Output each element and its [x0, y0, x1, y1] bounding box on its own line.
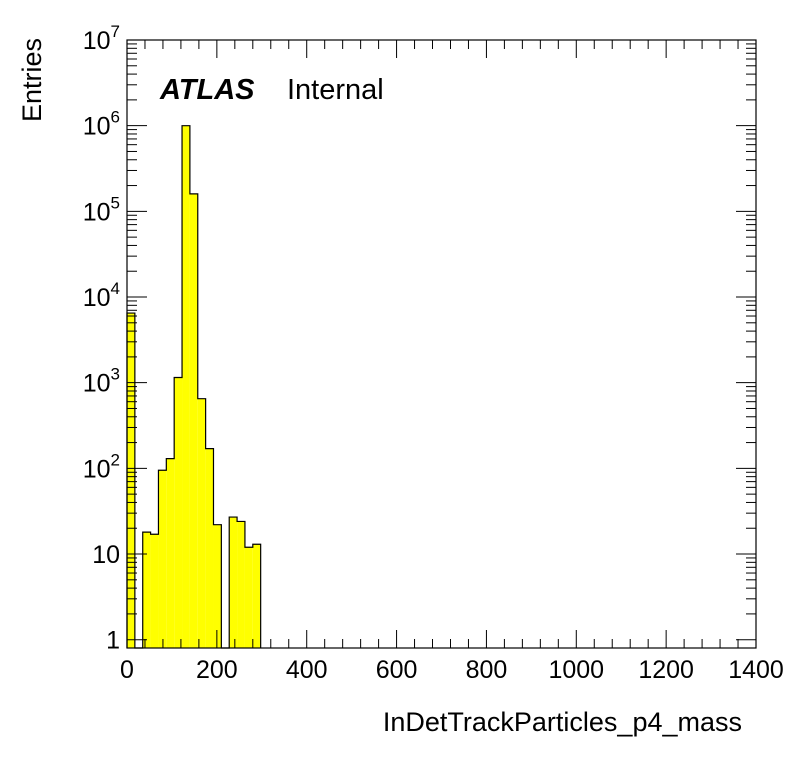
histogram-bar	[244, 547, 253, 648]
histogram-bar	[150, 534, 159, 648]
histogram-bar	[174, 377, 183, 648]
histogram-bar	[237, 521, 245, 648]
x-tick-label: 1000	[548, 656, 604, 684]
y-axis-title: Entries	[17, 38, 47, 122]
histogram-bar	[166, 458, 175, 648]
histogram-bar	[189, 193, 198, 649]
plot-frame	[126, 39, 757, 649]
x-tick-label: 800	[466, 656, 508, 684]
y-tick-label: 103	[83, 365, 120, 398]
y-tick-label: 104	[83, 279, 120, 312]
histogram-outline	[126, 125, 262, 649]
x-tick-label: 400	[286, 656, 328, 684]
x-tick-label: 1200	[638, 656, 694, 684]
axis-ticks	[126, 39, 757, 648]
x-tick-label: 1400	[728, 656, 784, 684]
y-tick-label: 10	[92, 541, 120, 569]
y-tick-labels: 1 10 102 103 104 105 106 107	[83, 22, 120, 655]
x-axis-title: InDetTrackParticles_p4_mass	[383, 707, 742, 737]
y-tick-label: 105	[83, 193, 120, 226]
x-tick-label: 600	[376, 656, 418, 684]
histogram-bar	[142, 532, 151, 648]
histogram-bar	[158, 470, 167, 648]
atlas-label: ATLAS	[159, 74, 255, 106]
y-tick-label: 107	[83, 22, 120, 55]
histogram-bar	[252, 544, 261, 648]
y-tick-label: 102	[83, 450, 120, 483]
internal-label: Internal	[287, 74, 384, 106]
histogram-bar	[229, 517, 238, 648]
histogram-bar	[205, 448, 214, 648]
histogram-bar	[197, 398, 206, 648]
x-tick-label: 0	[120, 656, 134, 684]
y-tick-label: 106	[83, 108, 120, 141]
histogram-bars	[126, 125, 262, 649]
histogram-bar	[213, 524, 222, 648]
y-tick-label: 1	[106, 627, 120, 655]
histogram-bar	[182, 125, 190, 649]
histogram-bar	[127, 313, 135, 648]
x-tick-label: 200	[196, 656, 238, 684]
x-tick-labels: 0 200 400 600 800 1000 1200 1400	[120, 656, 784, 684]
